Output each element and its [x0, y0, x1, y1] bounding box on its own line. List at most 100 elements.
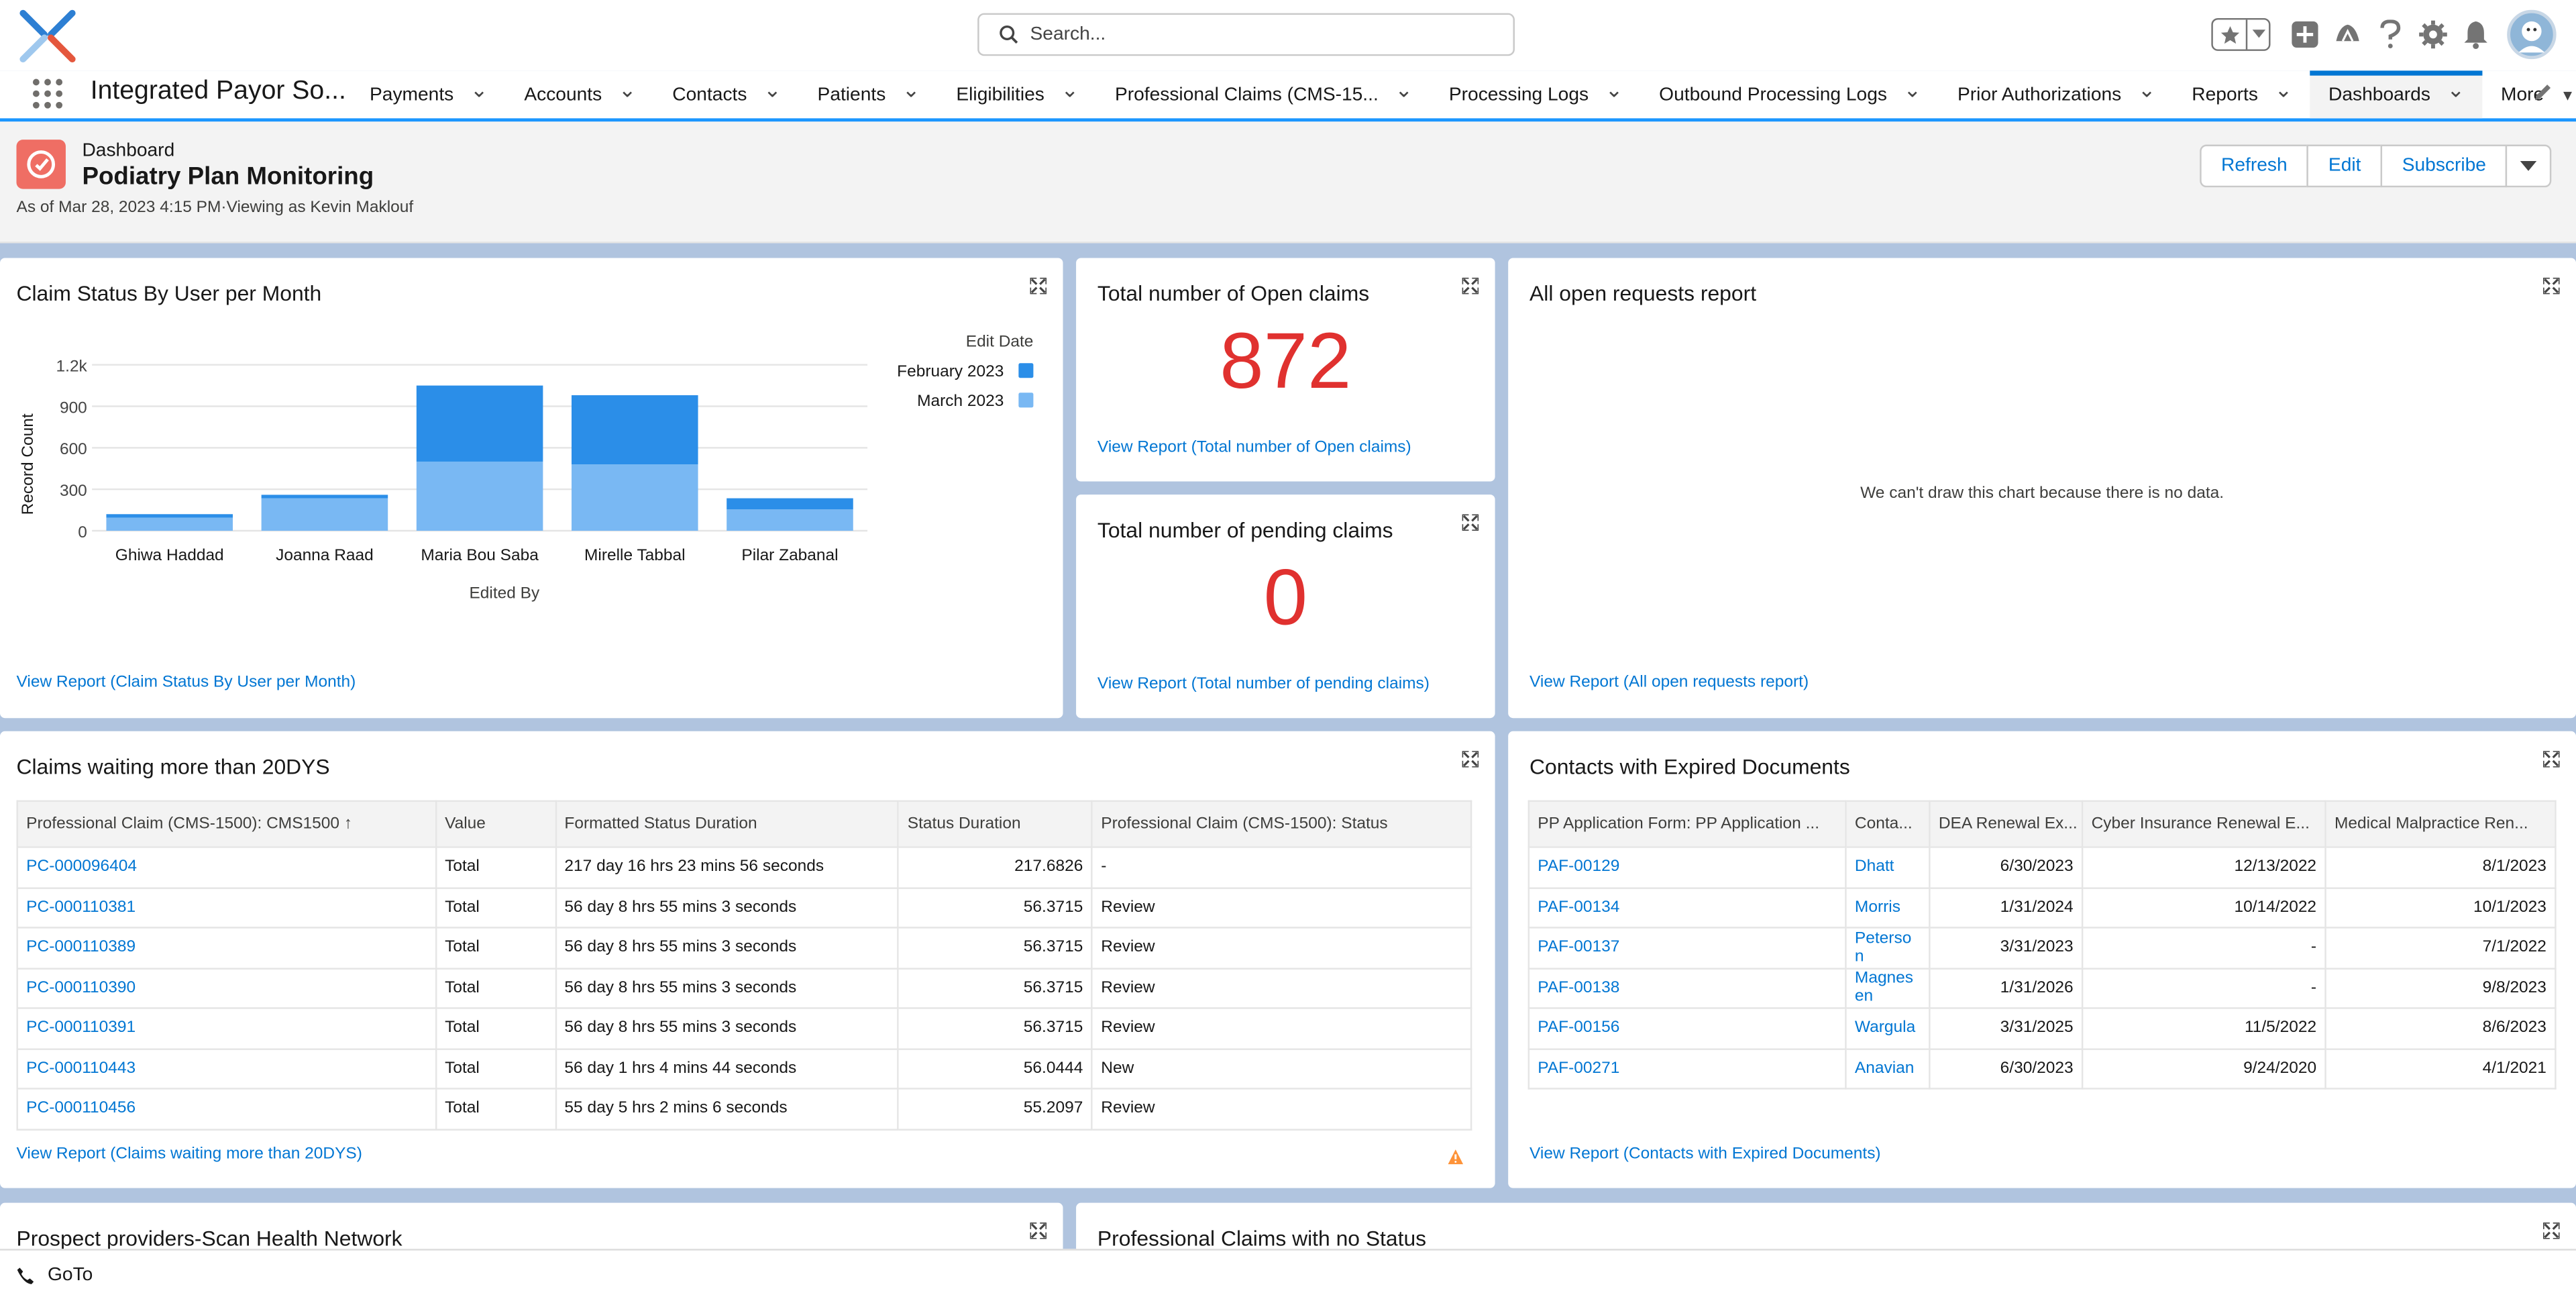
more-actions-button[interactable] — [2506, 144, 2552, 188]
chevron-down-icon[interactable]: ⌄ — [2137, 76, 2156, 101]
nav-tab-dashboards[interactable]: Dashboards ⌄ — [2310, 70, 2483, 119]
bar-march-2023[interactable] — [416, 461, 543, 531]
bar-february-2023[interactable] — [416, 385, 543, 462]
column-header[interactable]: PP Application Form: PP Application ... — [1527, 800, 1847, 848]
expand-icon[interactable] — [1462, 514, 1479, 531]
column-header[interactable]: Cyber Insurance Renewal E... — [2081, 800, 2326, 848]
goto-utility-button[interactable]: GoTo — [16, 1265, 93, 1285]
bar-february-2023[interactable] — [261, 495, 388, 499]
add-icon[interactable] — [2284, 13, 2326, 56]
bar-february-2023[interactable] — [727, 498, 853, 510]
column-header[interactable]: Professional Claim (CMS-1500): CMS1500 ↑ — [16, 800, 437, 848]
record-link[interactable]: PC-000110391 — [16, 1007, 437, 1049]
nav-tab-outbound-processing-logs[interactable]: Outbound Processing Logs ⌄ — [1641, 70, 1939, 118]
nav-tab-accounts[interactable]: Accounts ⌄ — [506, 70, 654, 118]
notifications-bell-icon[interactable] — [2455, 13, 2498, 56]
chevron-down-icon[interactable]: ⌄ — [1605, 76, 1623, 101]
app-launcher-icon[interactable] — [32, 79, 63, 109]
chevron-down-icon[interactable]: ⌄ — [1395, 76, 1413, 101]
expand-icon[interactable] — [2543, 751, 2560, 768]
record-link[interactable]: Anavian — [1845, 1047, 1931, 1090]
record-link[interactable]: PC-000110390 — [16, 967, 437, 1009]
chevron-down-icon[interactable]: ⌄ — [1061, 76, 1079, 101]
view-report-link[interactable]: View Report (Contacts with Expired Docum… — [1529, 1145, 1881, 1163]
record-link[interactable]: PAF-00271 — [1527, 1047, 1847, 1090]
nav-tab-processing-logs[interactable]: Processing Logs ⌄ — [1431, 70, 1641, 118]
record-link[interactable]: PAF-00137 — [1527, 927, 1847, 969]
expand-icon[interactable] — [1462, 277, 1479, 295]
star-icon[interactable] — [2213, 19, 2246, 49]
expand-icon[interactable] — [2543, 1223, 2560, 1239]
record-link[interactable]: PAF-00138 — [1527, 967, 1847, 1009]
column-header[interactable]: DEA Renewal Ex... — [1929, 800, 2084, 848]
legend-label[interactable]: March 2023 — [917, 392, 1004, 410]
column-header[interactable]: Medical Malpractice Ren... — [2324, 800, 2557, 848]
chevron-down-icon[interactable]: ⌄ — [470, 76, 488, 101]
global-search-input[interactable]: Search... — [977, 13, 1515, 56]
column-header[interactable]: Status Duration — [898, 800, 1093, 848]
legend-swatch[interactable] — [1018, 393, 1034, 408]
expand-icon[interactable] — [1030, 277, 1047, 295]
record-link[interactable]: Morris — [1845, 886, 1931, 929]
app-logo[interactable] — [18, 8, 77, 64]
expand-icon[interactable] — [1030, 1223, 1047, 1239]
nav-tab-payments[interactable]: Payments ⌄ — [352, 70, 506, 118]
record-link[interactable]: PC-000110389 — [16, 927, 437, 969]
chevron-down-icon[interactable]: ▼ — [2560, 86, 2575, 103]
expand-icon[interactable] — [2543, 277, 2560, 295]
nav-tab-eligibilities[interactable]: Eligibilities ⌄ — [938, 70, 1097, 118]
legend-label[interactable]: February 2023 — [897, 362, 1004, 380]
legend-swatch[interactable] — [1018, 363, 1034, 378]
chevron-down-icon[interactable]: ⌄ — [2447, 76, 2465, 101]
expand-icon[interactable] — [1462, 751, 1479, 768]
column-header[interactable]: Formatted Status Duration — [554, 800, 900, 848]
record-link[interactable]: Wargula — [1845, 1007, 1931, 1049]
nav-tab-patients[interactable]: Patients ⌄ — [800, 70, 938, 118]
edit-button[interactable]: Edit — [2307, 144, 2383, 188]
view-report-link[interactable]: View Report (Total number of Open claims… — [1097, 438, 1411, 457]
user-avatar[interactable] — [2507, 9, 2557, 60]
nav-tab-reports[interactable]: Reports ⌄ — [2174, 70, 2310, 118]
nav-tab-professional-claims-cms-15[interactable]: Professional Claims (CMS-15... ⌄ — [1097, 70, 1431, 118]
view-report-link[interactable]: View Report (Total number of pending cla… — [1097, 675, 1430, 694]
view-report-link[interactable]: View Report (All open requests report) — [1529, 674, 1809, 692]
record-link[interactable]: PAF-00134 — [1527, 886, 1847, 929]
bar-february-2023[interactable] — [106, 514, 233, 518]
record-link[interactable]: Peterso n — [1845, 927, 1931, 969]
gear-icon[interactable] — [2412, 13, 2455, 56]
subscribe-button[interactable]: Subscribe — [2380, 144, 2508, 188]
record-link[interactable]: PC-000110381 — [16, 886, 437, 929]
chevron-down-icon[interactable]: ⌄ — [902, 76, 920, 101]
record-link[interactable]: Dhatt — [1845, 846, 1931, 888]
record-link[interactable]: PC-000110443 — [16, 1047, 437, 1090]
chevron-down-icon[interactable]: ⌄ — [2274, 76, 2293, 101]
warning-icon[interactable] — [1448, 1149, 1464, 1165]
bar-march-2023[interactable] — [106, 517, 233, 531]
refresh-button[interactable]: Refresh — [2200, 144, 2309, 188]
bar-february-2023[interactable] — [572, 395, 698, 465]
record-link[interactable]: PAF-00156 — [1527, 1007, 1847, 1049]
chevron-down-icon[interactable] — [2245, 19, 2269, 50]
help-icon[interactable] — [2369, 13, 2412, 56]
column-header[interactable]: Value — [435, 800, 557, 848]
view-report-link[interactable]: View Report (Claim Status By User per Mo… — [16, 674, 356, 692]
column-header[interactable]: Conta... — [1845, 800, 1931, 848]
nav-tab-more[interactable]: More ▼ — [2483, 70, 2576, 118]
record-link[interactable]: PC-000096404 — [16, 846, 437, 888]
bar-march-2023[interactable] — [727, 509, 853, 531]
bar-march-2023[interactable] — [572, 464, 698, 531]
record-link[interactable]: PAF-00129 — [1527, 846, 1847, 888]
bar-march-2023[interactable] — [261, 498, 388, 531]
column-header[interactable]: Professional Claim (CMS-1500): Status — [1091, 800, 1472, 848]
edit-nav-pencil-icon[interactable] — [2533, 82, 2553, 101]
record-link[interactable]: PC-000110456 — [16, 1088, 437, 1130]
nav-tab-prior-authorizations[interactable]: Prior Authorizations ⌄ — [1939, 70, 2174, 118]
view-report-link[interactable]: View Report (Claims waiting more than 20… — [16, 1145, 362, 1163]
chevron-down-icon[interactable]: ⌄ — [1903, 76, 1922, 101]
trailhead-icon[interactable] — [2326, 13, 2369, 56]
record-link[interactable]: Magnes en — [1845, 967, 1931, 1009]
chevron-down-icon[interactable]: ⌄ — [763, 76, 782, 101]
chevron-down-icon[interactable]: ⌄ — [618, 76, 637, 101]
favorites-button[interactable] — [2211, 17, 2271, 51]
nav-tab-contacts[interactable]: Contacts ⌄ — [654, 70, 799, 118]
